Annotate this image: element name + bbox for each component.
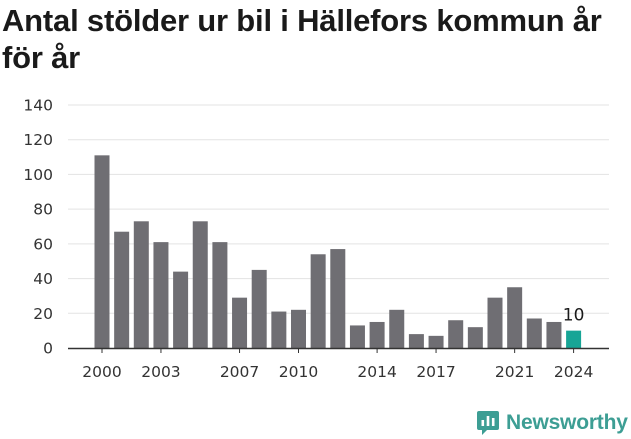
bar-2009 [271,311,287,348]
bar-2017 [428,335,444,348]
x-axis-ticks: 2000 2003 2007 2010 2014 2017 2021 2024 [82,348,593,381]
bar-2022 [526,318,542,348]
chart-title: Antal stölder ur bil i Hällefors kommun … [2,3,602,75]
x-tick-label: 2014 [357,363,396,381]
bar-2002 [133,221,149,348]
bar-2021 [507,287,523,348]
bar-2016 [408,334,424,348]
y-axis-labels: 0 20 40 60 80 100 120 140 [23,97,53,358]
brand-name: Newsworthy [506,411,628,434]
bar-2003 [153,242,169,348]
bar-2011 [310,254,326,348]
bar-2005 [192,221,208,348]
y-tick-label: 120 [23,131,53,149]
bar-2000 [94,155,110,348]
y-tick-label: 40 [33,270,53,288]
bar-2023 [546,321,562,348]
x-tick-label: 2017 [416,363,455,381]
newsworthy-logo-icon [477,411,499,435]
x-tick-label: 2021 [495,363,534,381]
y-tick-label: 100 [23,166,53,184]
bar-2008 [251,269,267,348]
y-tick-label: 20 [33,305,53,323]
bar-2019 [467,327,483,348]
x-tick-label: 2010 [279,363,318,381]
bar-2006 [212,242,228,348]
bar-2013 [349,325,365,348]
bar-2015 [389,309,405,348]
bar-2024 [566,330,582,348]
data-label-2024: 10 [563,306,585,326]
brand-logo: Newsworthy [476,408,628,438]
bar-2018 [448,320,464,348]
bar-2004 [173,271,189,348]
bar-2012 [330,249,346,348]
bar-2007 [232,297,248,348]
bar-2014 [369,321,385,348]
bar-2001 [114,231,130,348]
x-tick-label: 2007 [220,363,259,381]
x-tick-label: 2000 [82,363,121,381]
y-tick-label: 60 [33,235,53,253]
y-tick-label: 140 [23,97,53,115]
y-tick-label: 0 [43,340,53,358]
annotations: 10 [563,306,585,326]
bar-2010 [291,309,306,348]
bar-2020 [487,297,503,348]
x-tick-label: 2003 [141,363,180,381]
x-tick-label: 2024 [554,363,593,381]
y-tick-label: 80 [33,201,53,219]
bars [94,155,582,348]
